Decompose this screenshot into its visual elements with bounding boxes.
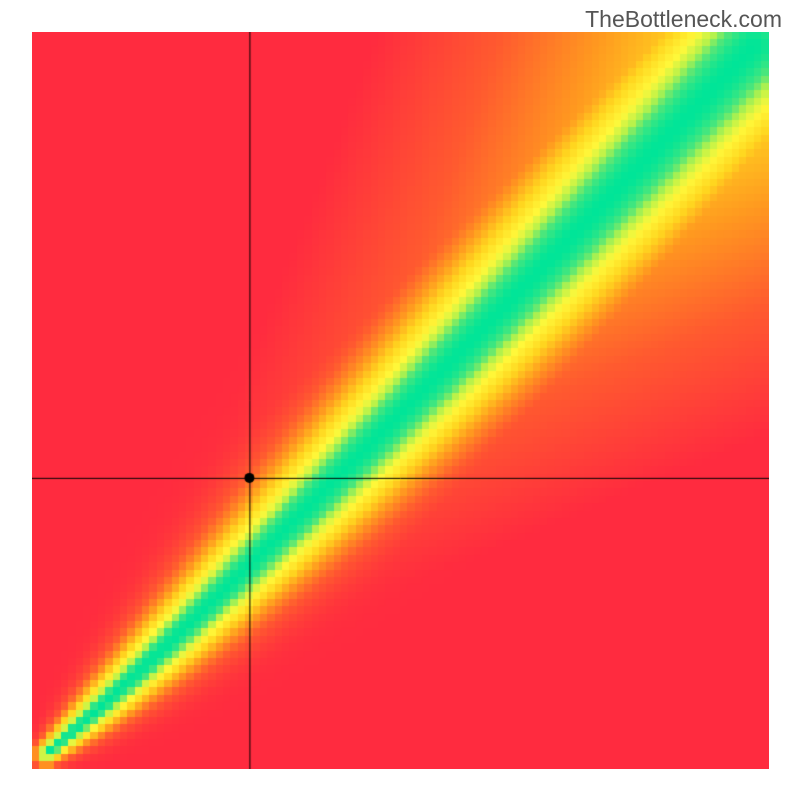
watermark-text: TheBottleneck.com	[585, 6, 782, 33]
bottleneck-heatmap	[32, 32, 769, 769]
